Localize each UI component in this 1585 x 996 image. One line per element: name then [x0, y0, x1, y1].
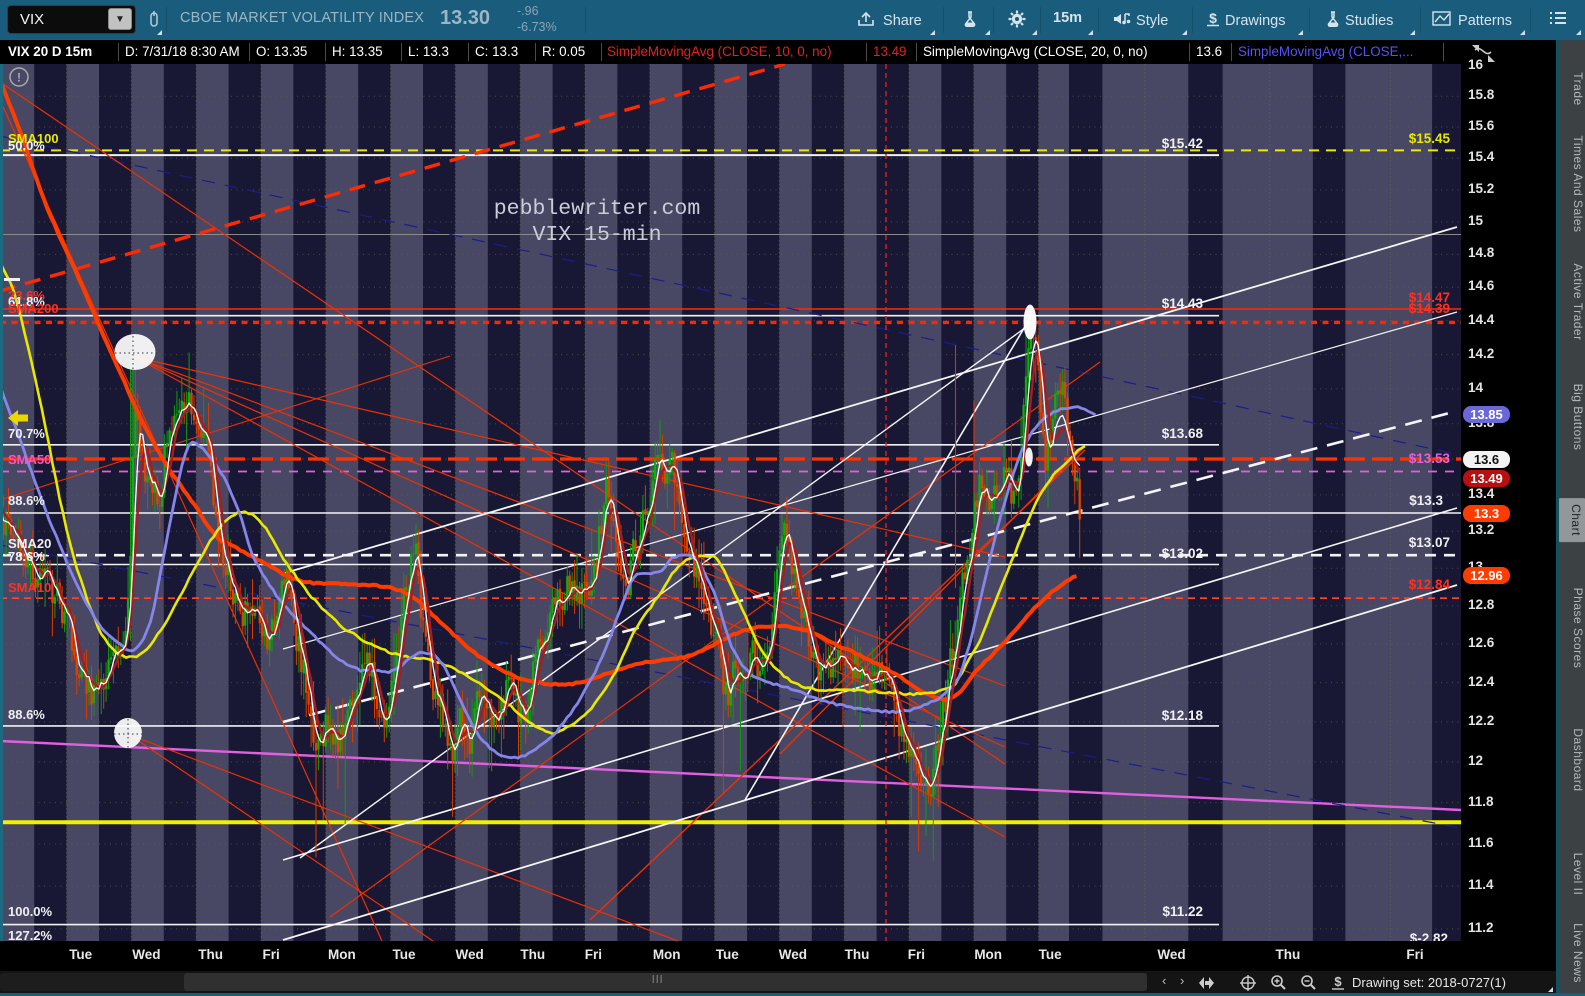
svg-text:$13.07: $13.07: [1409, 535, 1450, 550]
svg-text:$15.45: $15.45: [1409, 131, 1451, 146]
svg-text:61.8%: 61.8%: [8, 294, 45, 309]
svg-text:23.6%: 23.6%: [8, 288, 45, 303]
svg-text:$-2.82: $-2.82: [1410, 931, 1448, 941]
svg-text:SMA200: SMA200: [8, 301, 59, 316]
svg-text:88.6%: 88.6%: [8, 493, 45, 508]
svg-text:SMA20: SMA20: [8, 536, 51, 551]
svg-text:70.7%: 70.7%: [8, 426, 45, 441]
svg-text:SMA50: SMA50: [8, 452, 51, 467]
svg-text:100.0%: 100.0%: [8, 904, 53, 919]
svg-text:$12.18: $12.18: [1162, 708, 1204, 723]
svg-text:$11.22: $11.22: [1162, 904, 1203, 919]
svg-text:$13.53: $13.53: [1409, 451, 1451, 466]
svg-text:$13.3: $13.3: [1409, 493, 1443, 508]
svg-text:pebblewriter.com: pebblewriter.com: [494, 197, 700, 221]
svg-text:$13.02: $13.02: [1162, 546, 1203, 561]
svg-text:!: !: [17, 71, 21, 85]
svg-text:$12.84: $12.84: [1409, 577, 1451, 592]
svg-text:127.2%: 127.2%: [8, 928, 53, 941]
svg-text:SMA10: SMA10: [8, 580, 51, 595]
svg-text:78.6%: 78.6%: [8, 549, 45, 564]
svg-text:$14.47: $14.47: [1409, 290, 1450, 305]
svg-text:$15.42: $15.42: [1162, 136, 1203, 151]
svg-text:VIX 15-min: VIX 15-min: [532, 223, 661, 247]
svg-text:$14.39: $14.39: [1409, 301, 1450, 316]
svg-text:50.0%: 50.0%: [8, 138, 45, 153]
svg-text:$: $: [1209, 10, 1217, 26]
svg-text:88.6%: 88.6%: [8, 707, 45, 722]
svg-text:$: $: [1334, 974, 1342, 989]
svg-text:$13.68: $13.68: [1162, 426, 1204, 441]
svg-text:$14.43: $14.43: [1162, 296, 1204, 311]
svg-text:SMA100: SMA100: [8, 131, 59, 146]
